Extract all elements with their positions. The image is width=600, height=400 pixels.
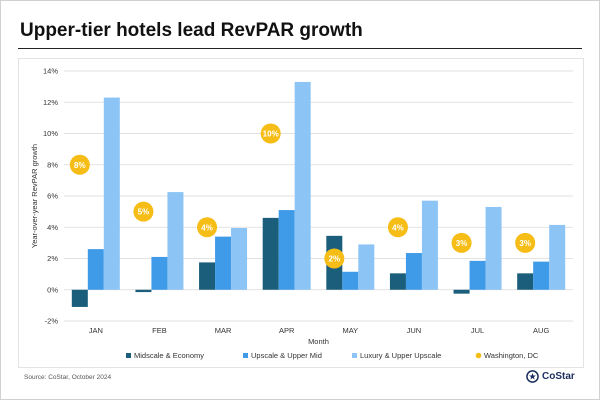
bar-luxury xyxy=(167,192,184,290)
bar-midscale xyxy=(71,289,88,307)
y-tick-label: 14% xyxy=(43,67,58,76)
marker-washington xyxy=(451,232,472,253)
marker-label: 2% xyxy=(329,255,341,264)
x-axis-title: Month xyxy=(308,337,329,346)
marker-washington xyxy=(260,123,281,144)
marker-washington xyxy=(387,217,408,238)
marker-label: 10% xyxy=(263,130,279,139)
marker-label: 5% xyxy=(138,208,150,217)
bar-luxury xyxy=(485,206,502,290)
bar-luxury xyxy=(294,81,311,290)
y-tick-label: 6% xyxy=(47,192,58,201)
y-tick-label: 0% xyxy=(47,285,58,294)
legend-label: Midscale & Economy xyxy=(134,351,204,360)
legend-label: Upscale & Upper Mid xyxy=(251,351,322,360)
marker-label: 4% xyxy=(201,223,213,232)
bar-midscale xyxy=(199,262,216,290)
legend-swatch xyxy=(352,353,357,358)
y-axis-title: Year-over-year RevPAR growth xyxy=(30,144,39,248)
x-tick-label: JAN xyxy=(89,326,103,335)
x-tick-label: FEB xyxy=(152,326,167,335)
x-tick-label: AUG xyxy=(533,326,549,335)
legend-label: Washington, DC xyxy=(484,351,539,360)
marker-washington xyxy=(197,217,218,238)
marker-washington xyxy=(515,232,536,253)
costar-logo: CoStar xyxy=(526,370,575,383)
title-divider xyxy=(18,48,582,49)
marker-label: 8% xyxy=(74,161,86,170)
marker-label: 4% xyxy=(392,223,404,232)
bar-upscale xyxy=(278,210,295,290)
bar-upscale xyxy=(151,256,168,290)
y-tick-label: 8% xyxy=(47,160,58,169)
costar-star-icon xyxy=(526,370,539,383)
x-tick-label: JUL xyxy=(471,326,484,335)
bar-upscale xyxy=(342,271,359,290)
y-tick-label: 4% xyxy=(47,223,58,232)
bar-upscale xyxy=(533,261,550,290)
marker-washington xyxy=(69,154,90,175)
x-tick-label: MAY xyxy=(342,326,358,335)
bar-midscale xyxy=(135,289,152,293)
y-tick-label: 12% xyxy=(43,98,58,107)
logo-text: CoStar xyxy=(542,371,575,382)
x-tick-label: JUN xyxy=(407,326,422,335)
bar-upscale xyxy=(87,249,104,290)
bar-luxury xyxy=(549,224,566,290)
marker-label: 3% xyxy=(456,239,468,248)
y-tick-label: 2% xyxy=(47,254,58,263)
x-tick-label: APR xyxy=(279,326,295,335)
bar-midscale xyxy=(389,273,406,290)
bar-luxury xyxy=(358,244,375,290)
marker-washington xyxy=(324,248,345,269)
bar-luxury xyxy=(103,97,120,290)
x-tick-label: MAR xyxy=(215,326,232,335)
bar-luxury xyxy=(231,228,248,290)
bar-midscale xyxy=(517,273,534,290)
legend-swatch xyxy=(126,353,131,358)
legend-label: Luxury & Upper Upscale xyxy=(360,351,441,360)
bar-upscale xyxy=(469,260,486,290)
legend-swatch xyxy=(475,352,482,359)
bar-upscale xyxy=(405,253,422,290)
marker-washington xyxy=(133,201,154,222)
bar-midscale xyxy=(453,289,470,294)
source-note: Source: CoStar, October 2024 xyxy=(24,374,112,381)
marker-label: 3% xyxy=(519,239,531,248)
page-title: Upper-tier hotels lead RevPAR growth xyxy=(20,20,363,41)
bar-midscale xyxy=(262,217,279,290)
y-tick-label: -2% xyxy=(45,317,59,326)
bar-upscale xyxy=(215,236,232,290)
legend-swatch xyxy=(243,353,248,358)
y-tick-label: 10% xyxy=(43,129,58,138)
bar-luxury xyxy=(421,200,438,290)
revpar-bar-chart: -2% 0% 2% 4% 6% 8% 10% 12% 14% Year-over-year Rev… xyxy=(30,67,573,360)
chart-panel: -2% 0% 2% 4% 6% 8% 10% 12% 14% Year-over-year Rev… xyxy=(18,58,584,368)
